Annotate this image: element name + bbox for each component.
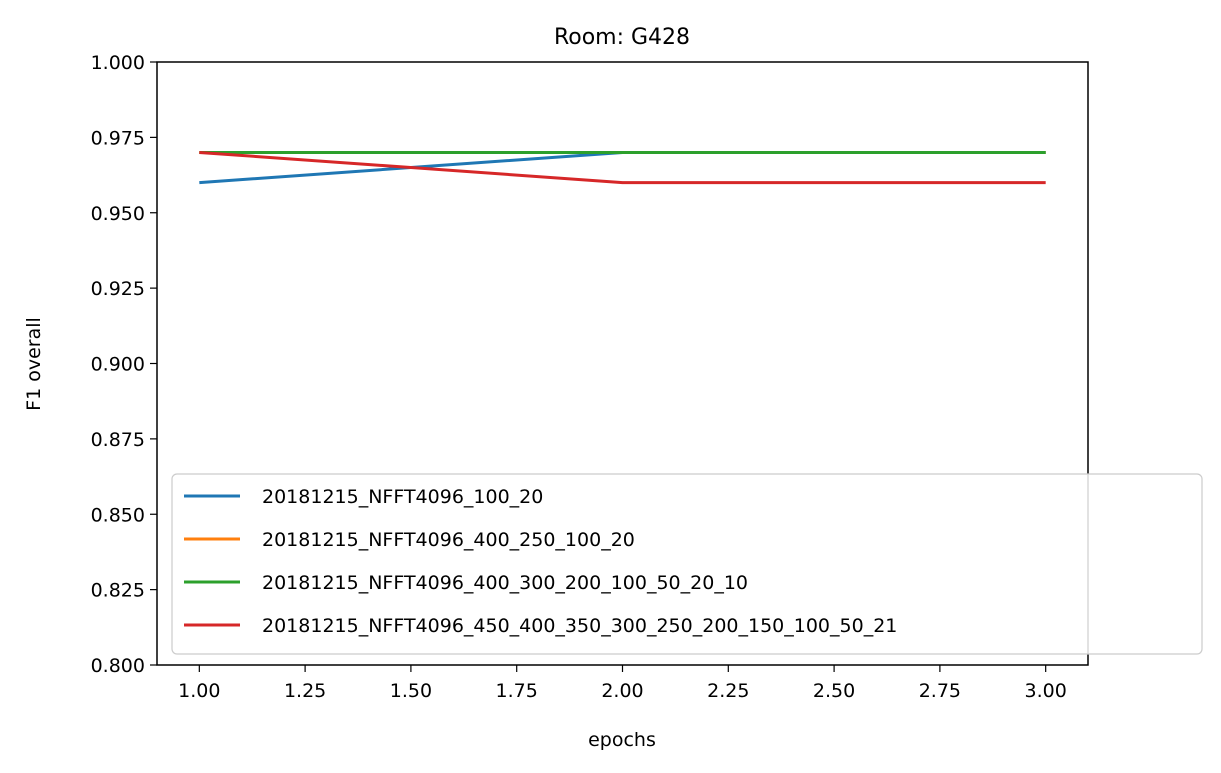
data-point bbox=[621, 151, 624, 154]
data-point bbox=[1044, 151, 1047, 154]
x-tick-label: 2.50 bbox=[813, 680, 855, 702]
axes-frame bbox=[156, 61, 1089, 666]
x-tick-label: 1.50 bbox=[390, 680, 432, 702]
y-tick-label: 0.975 bbox=[91, 127, 145, 149]
legend-label: 20181215_NFFT4096_100_20 bbox=[262, 486, 543, 508]
legend-label: 20181215_NFFT4096_400_300_200_100_50_20_… bbox=[262, 572, 748, 594]
y-tick-label: 1.000 bbox=[91, 52, 145, 74]
x-tick-label: 2.25 bbox=[707, 680, 749, 702]
data-point bbox=[198, 181, 201, 184]
y-tick-label: 0.825 bbox=[91, 580, 145, 602]
legend: 20181215_NFFT4096_100_20 20181215_NFFT409… bbox=[171, 473, 1203, 655]
y-tick-label: 0.850 bbox=[91, 504, 145, 526]
x-tick-label: 1.25 bbox=[284, 680, 326, 702]
legend-box bbox=[171, 473, 1203, 655]
x-tick-label: 1.00 bbox=[178, 680, 220, 702]
x-tick-label: 1.75 bbox=[496, 680, 538, 702]
legend-label: 20181215_NFFT4096_450_400_350_300_250_20… bbox=[262, 615, 897, 637]
series-lines bbox=[198, 150, 1047, 185]
x-tick-label: 3.00 bbox=[1025, 680, 1067, 702]
y-axis-label: F1 overall bbox=[23, 317, 45, 411]
chart-title: Room: G428 bbox=[554, 25, 690, 50]
y-tick-label: 0.800 bbox=[91, 655, 145, 677]
data-point bbox=[1044, 181, 1047, 184]
legend-label: 20181215_NFFT4096_400_250_100_20 bbox=[262, 529, 635, 551]
plot-area: 1.00 1.25 1.50 1.75 2.00 2.25 2.50 2.75 3.00 0.80… bbox=[91, 52, 1067, 702]
y-tick-label: 0.925 bbox=[91, 278, 145, 300]
y-tick-label: 0.875 bbox=[91, 429, 145, 451]
y-tick-label: 0.900 bbox=[91, 354, 145, 376]
x-tick-label: 2.75 bbox=[919, 680, 961, 702]
series-line-4 bbox=[199, 150, 1046, 185]
x-tick-label: 2.00 bbox=[601, 680, 643, 702]
x-axis-label: epochs bbox=[588, 729, 656, 751]
y-tick-label: 0.950 bbox=[91, 203, 145, 225]
data-point bbox=[621, 181, 624, 184]
data-point bbox=[198, 151, 201, 154]
